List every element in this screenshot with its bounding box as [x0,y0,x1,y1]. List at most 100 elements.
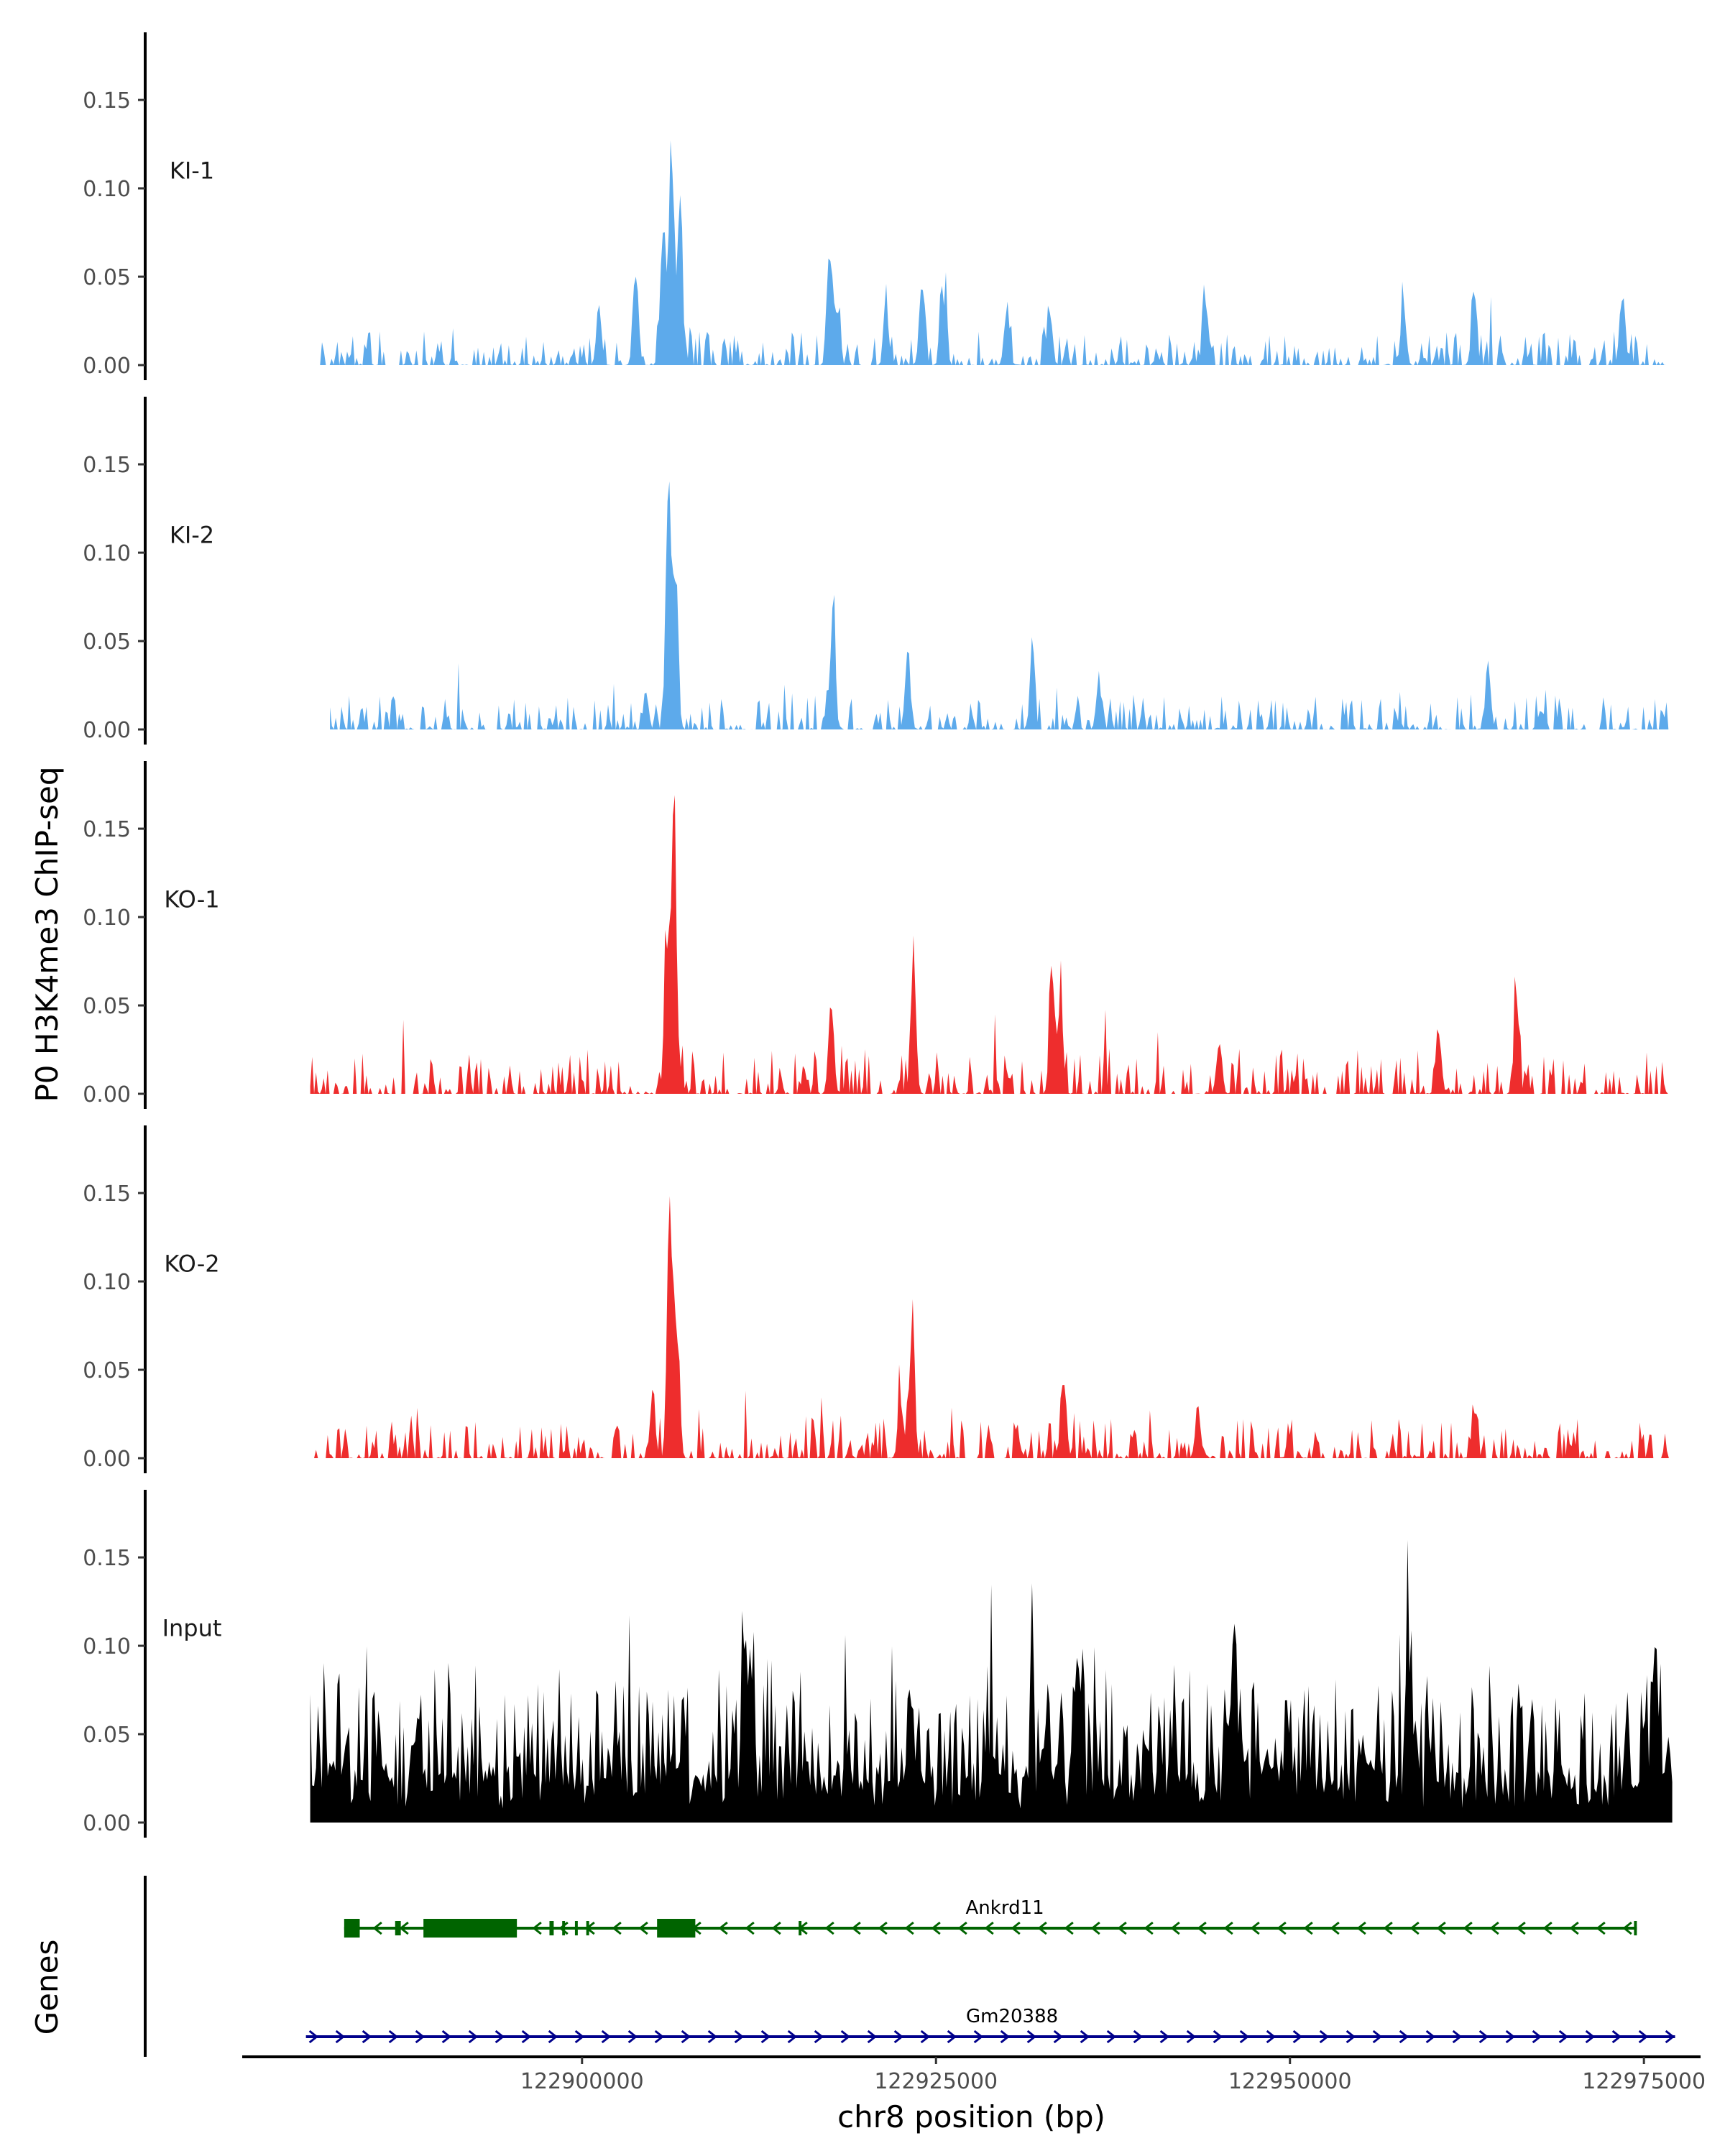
x-tick-label: 122975000 [1582,2069,1706,2094]
strand-chevron [973,2030,984,2044]
strand-chevron [1250,1921,1260,1935]
strand-chevron [787,2030,798,2044]
strand-chevron [878,1921,888,1935]
strand-chevron [1239,2030,1250,2044]
track-label: KO-2 [164,1250,219,1277]
track-panel: 0.00 0.05 0.10 0.15 Input [83,1490,1673,1838]
track-panel: 0.00 0.05 0.10 0.15 KO-1 [83,761,1668,1109]
strand-chevron [362,2030,372,2044]
strand-chevron [548,2030,558,2044]
x-axis: chr8 position (bp) 122900000 122925000 122… [242,2055,1706,2134]
strand-chevron [335,2030,346,2044]
strand-chevron [1346,2030,1356,2044]
strand-chevron [1011,1921,1021,1935]
y-tick-label: 0.00 [83,1447,131,1472]
y-tick-label: 0.10 [83,906,131,931]
strand-chevron [415,2030,426,2044]
y-tick-label: 0.05 [83,265,131,290]
strand-chevron [1170,1921,1180,1935]
strand-chevron [1622,1921,1632,1935]
strand-chevron [1053,2030,1064,2044]
strand-chevron [867,2030,878,2044]
strand-chevron [1064,1921,1074,1935]
strand-chevron [1223,1921,1233,1935]
y-tick-label: 0.10 [83,541,131,566]
strand-chevron [745,1921,755,1935]
strand-chevron [399,1921,409,1935]
strand-chevron [947,2030,957,2044]
strand-chevron [521,2030,532,2044]
gene-model: Ankrd11 [344,1897,1637,1938]
strand-chevron [1000,2030,1011,2044]
track-label: KI-1 [170,157,214,184]
exon [799,1921,802,1935]
strand-chevron [1478,2030,1489,2044]
y-tick-label: 0.05 [83,630,131,655]
y-tick-label: 0.05 [83,994,131,1019]
strand-chevron [1197,1921,1207,1935]
strand-chevron [1319,2030,1330,2044]
strand-chevron [1452,2030,1463,2044]
strand-chevron [441,2030,452,2044]
x-tick-label: 122950000 [1228,2069,1352,2094]
exon [586,1921,589,1935]
x-tick-label: 122925000 [874,2069,998,2094]
strand-chevron [1026,2030,1037,2044]
strand-chevron [638,1921,648,1935]
gene-model: Gm20388 [305,2006,1675,2044]
strand-chevron [1186,2030,1197,2044]
strand-chevron [1542,1921,1552,1935]
y-axis-title: P0 H3K4me3 ChIP-seq [29,766,65,1102]
strand-chevron [893,2030,904,2044]
coverage-tracks: 0.00 0.05 0.10 0.15 KI-1 0.00 0.05 0.10 0.15 KI-2… [83,32,1673,1838]
strand-chevron [1090,1921,1100,1935]
strand-chevron [1106,2030,1117,2044]
strand-chevron [388,2030,399,2044]
track-label: Input [162,1614,222,1641]
exon [657,1919,696,1938]
strand-chevron [601,2030,612,2044]
coverage-area [330,481,1673,729]
strand-chevron [1356,1921,1366,1935]
strand-chevron [468,2030,479,2044]
strand-chevron [1330,1921,1340,1935]
strand-chevron [1080,2030,1090,2044]
exon [574,1921,578,1935]
strand-chevron [840,2030,851,2044]
strand-chevron [771,1921,781,1935]
strand-chevron [718,1921,728,1935]
x-tick-label: 122900000 [520,2069,644,2094]
coverage-area [320,140,1668,365]
coverage-area [310,1539,1673,1823]
strand-chevron [627,2030,638,2044]
gene-name-label: Ankrd11 [966,1897,1044,1919]
y-tick-label: 0.10 [83,1634,131,1659]
track-panel: 0.00 0.05 0.10 0.15 KI-2 [83,397,1673,745]
strand-chevron [1159,2030,1170,2044]
strand-chevron [1569,1921,1579,1935]
strand-chevron [654,2030,665,2044]
track-label: KO-1 [164,885,219,913]
y-tick-label: 0.15 [83,1181,131,1207]
coverage-area [310,1196,1671,1458]
strand-chevron [1596,1921,1606,1935]
y-tick-label: 0.00 [83,1811,131,1836]
exon [423,1919,518,1938]
coverage-area [310,795,1668,1094]
strand-chevron [1532,2030,1542,2044]
strand-chevron [1558,2030,1569,2044]
strand-chevron [1133,2030,1144,2044]
exon [344,1919,360,1938]
strand-chevron [1372,2030,1383,2044]
strand-chevron [1303,1921,1313,1935]
strand-chevron [308,2030,319,2044]
strand-chevron [1276,1921,1287,1935]
x-axis-title: chr8 position (bp) [837,2099,1105,2134]
strand-chevron [372,1921,382,1935]
strand-chevron [1516,1921,1526,1935]
strand-chevron [532,1921,542,1935]
track-panel: 0.00 0.05 0.10 0.15 KO-2 [83,1125,1671,1473]
strand-chevron [1144,1921,1154,1935]
strand-chevron [1409,1921,1420,1935]
